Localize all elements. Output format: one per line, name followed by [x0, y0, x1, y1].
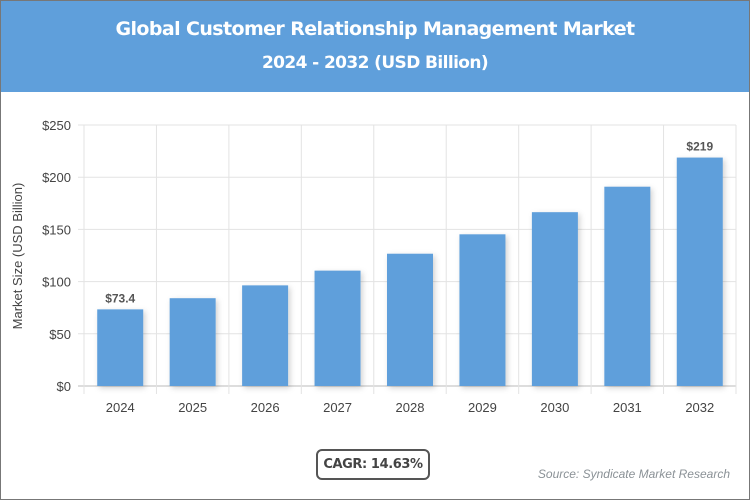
chart-subtitle: 2024 - 2032 (USD Billion) — [261, 53, 489, 73]
bar-2028 — [387, 253, 433, 386]
x-tick-label: 2030 — [540, 400, 569, 415]
bar-2032 — [676, 157, 723, 386]
x-tick-label: 2027 — [323, 400, 352, 415]
data-label: $219 — [686, 140, 713, 154]
y-tick-label: $100 — [42, 275, 71, 290]
y-tick-label: $0 — [57, 379, 71, 394]
x-tick-label: 2028 — [396, 400, 425, 415]
y-axis-label: Market Size (USD Billion) — [10, 183, 25, 330]
x-tick-label: 2029 — [468, 400, 497, 415]
y-tick-label: $50 — [49, 327, 71, 342]
y-tick-label: $150 — [42, 222, 71, 237]
chart-header: Global Customer Relationship Management … — [1, 1, 749, 92]
bar-2024 — [97, 309, 144, 386]
bar-2027 — [314, 270, 361, 386]
x-tick-label: 2032 — [685, 400, 714, 415]
data-label: $73.4 — [105, 291, 135, 305]
y-tick-label: $250 — [42, 118, 71, 133]
x-tick-label: 2031 — [613, 400, 642, 415]
bar-2026 — [242, 285, 289, 386]
x-tick-label: 2025 — [178, 400, 207, 415]
bar-2025 — [169, 298, 216, 386]
bar-2030 — [531, 212, 578, 386]
x-tick-label: 2026 — [251, 400, 280, 415]
cagr-badge: CAGR: 14.63% — [316, 449, 430, 480]
source-note: Source: Syndicate Market Research — [537, 467, 730, 481]
x-tick-label: 2024 — [106, 400, 135, 415]
y-tick-label: $200 — [42, 170, 71, 185]
bar-2031 — [604, 186, 651, 386]
chart-title: Global Customer Relationship Management … — [115, 18, 636, 40]
bar-2029 — [459, 234, 506, 386]
